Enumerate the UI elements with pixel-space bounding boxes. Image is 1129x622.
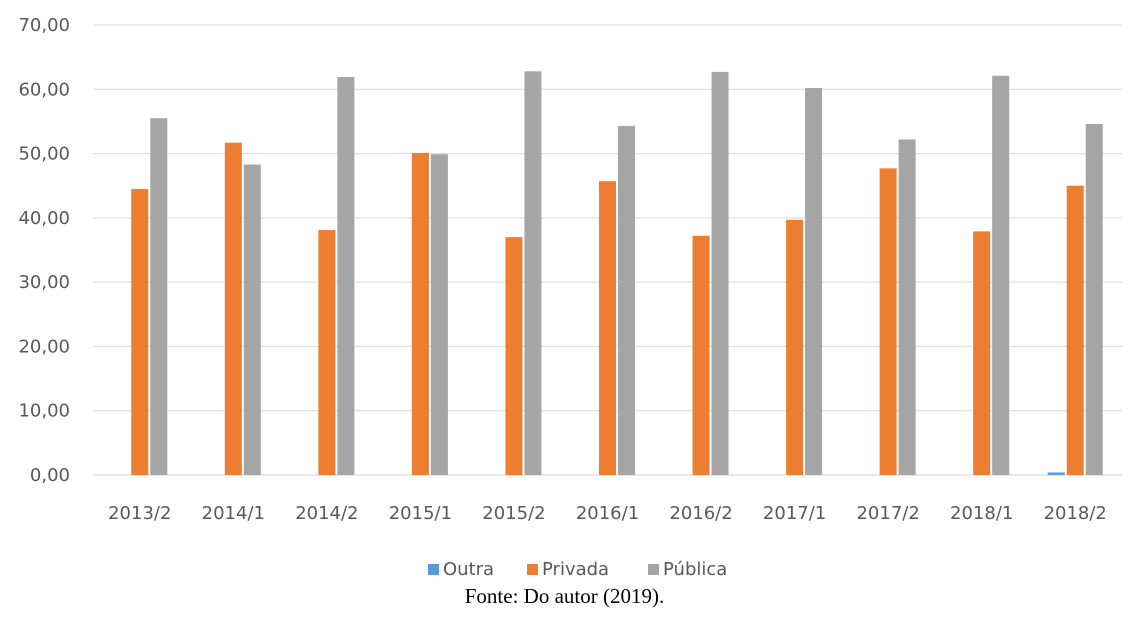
source-caption: Fonte: Do autor (2019). [464,584,665,608]
legend-swatch-icon [527,564,538,575]
x-tick-label: 2013/2 [108,503,171,524]
legend: Outra Privada Pública [428,559,727,580]
bar-privada-2017-2 [879,168,897,475]
x-tick-label: 2014/1 [202,503,265,524]
legend-label: Outra [443,559,494,580]
y-tick-label: 0,00 [30,465,70,486]
y-tick-label: 70,00 [18,15,70,36]
y-axis-ticks: 0,00 10,00 20,00 30,00 40,00 50,00 60,00 70,00 [18,15,70,486]
bar-publica-2018-2 [1085,124,1103,475]
x-axis-ticks: 2013/2 2014/1 2014/2 2015/1 2015/2 2016/1 2016… [108,503,1107,524]
bar-privada-2014-1 [224,142,242,475]
x-tick-label: 2015/1 [389,503,452,524]
bar-privada-2018-1 [973,231,991,475]
bar-privada-2016-2 [692,235,710,475]
legend-swatch-icon [648,564,659,575]
x-tick-label: 2016/1 [576,503,639,524]
bar-publica-2018-1 [992,75,1010,476]
bar-privada-2013-2 [131,188,149,475]
bar-outra-2018-2 [1047,472,1065,475]
bars [131,71,1103,476]
bar-chart: 0,0010,0020,0030,0040,0050,0060,0070,00 … [18,15,1122,580]
bar-privada-2017-1 [786,219,804,475]
y-tick-label: 10,00 [18,401,70,422]
x-tick-label: 2017/1 [763,503,826,524]
x-tick-label: 2015/2 [482,503,545,524]
y-tick-label: 40,00 [18,208,70,229]
legend-label: Pública [663,559,727,580]
bar-privada-2015-1 [411,152,429,475]
x-tick-label: 2017/2 [856,503,919,524]
x-tick-label: 2016/2 [669,503,732,524]
x-tick-label: 2018/2 [1044,503,1107,524]
x-tick-label: 2014/2 [295,503,358,524]
bar-publica-2014-2 [337,77,355,476]
bar-publica-2015-2 [524,71,542,476]
y-tick-label: 50,00 [18,144,70,165]
bar-publica-2013-2 [150,118,168,475]
bar-publica-2016-1 [618,125,635,475]
y-tick-label: 60,00 [18,79,70,100]
legend-swatch-icon [428,564,439,575]
bar-privada-2015-2 [505,237,523,475]
bar-publica-2017-2 [898,139,916,475]
y-tick-label: 30,00 [18,272,70,293]
bar-publica-2017-1 [805,88,823,475]
bar-privada-2018-2 [1066,185,1084,475]
bar-privada-2014-2 [318,230,336,475]
bar-privada-2016-1 [599,181,616,475]
x-tick-label: 2018/1 [950,503,1013,524]
bar-publica-2014-1 [243,164,261,475]
legend-label: Privada [542,559,609,580]
bar-publica-2015-1 [430,154,448,475]
y-tick-label: 20,00 [18,336,70,357]
bar-publica-2016-2 [711,71,729,475]
